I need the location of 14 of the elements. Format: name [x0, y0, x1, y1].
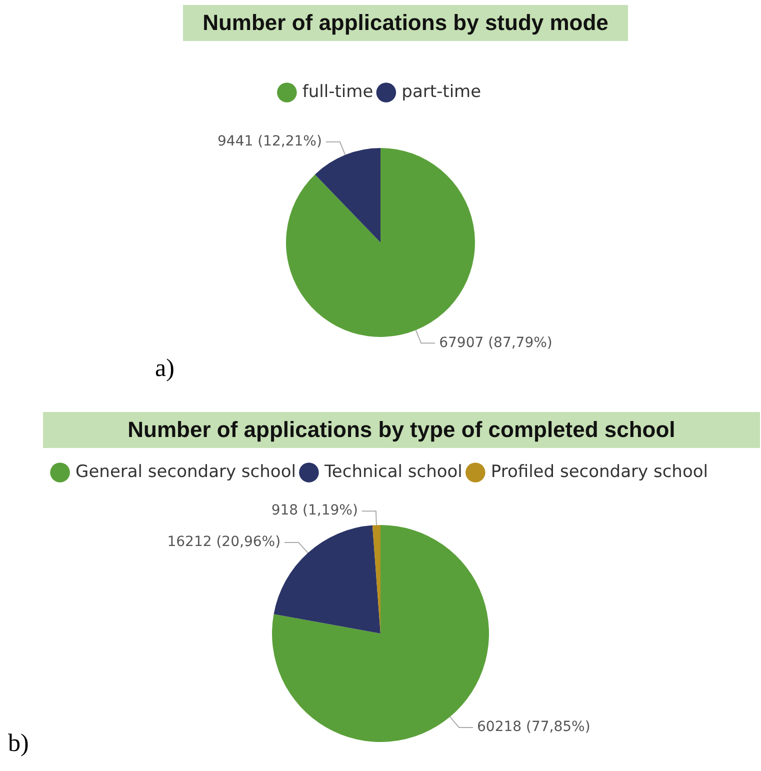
chart-title: Number of applications by study mode: [183, 5, 628, 41]
data-label: 9441 (12,21%): [218, 134, 322, 150]
data-label: 67907 (87,79%): [439, 334, 552, 351]
data-label: 60218 (77,85%): [477, 719, 590, 736]
legend-label: full-time: [302, 82, 374, 102]
chart-title: Number of applications by type of completed school: [43, 412, 760, 448]
legend-label: part-time: [402, 82, 482, 102]
legend-label: General secondary school: [76, 462, 296, 482]
legend-label: Technical school: [323, 462, 462, 482]
data-label: 16212 (20,96%): [167, 534, 281, 550]
legend-label: Profiled secondary school: [490, 462, 708, 482]
text: a): [155, 355, 174, 383]
text: b): [8, 730, 29, 758]
data-label: 918 (1,19%): [271, 502, 358, 519]
